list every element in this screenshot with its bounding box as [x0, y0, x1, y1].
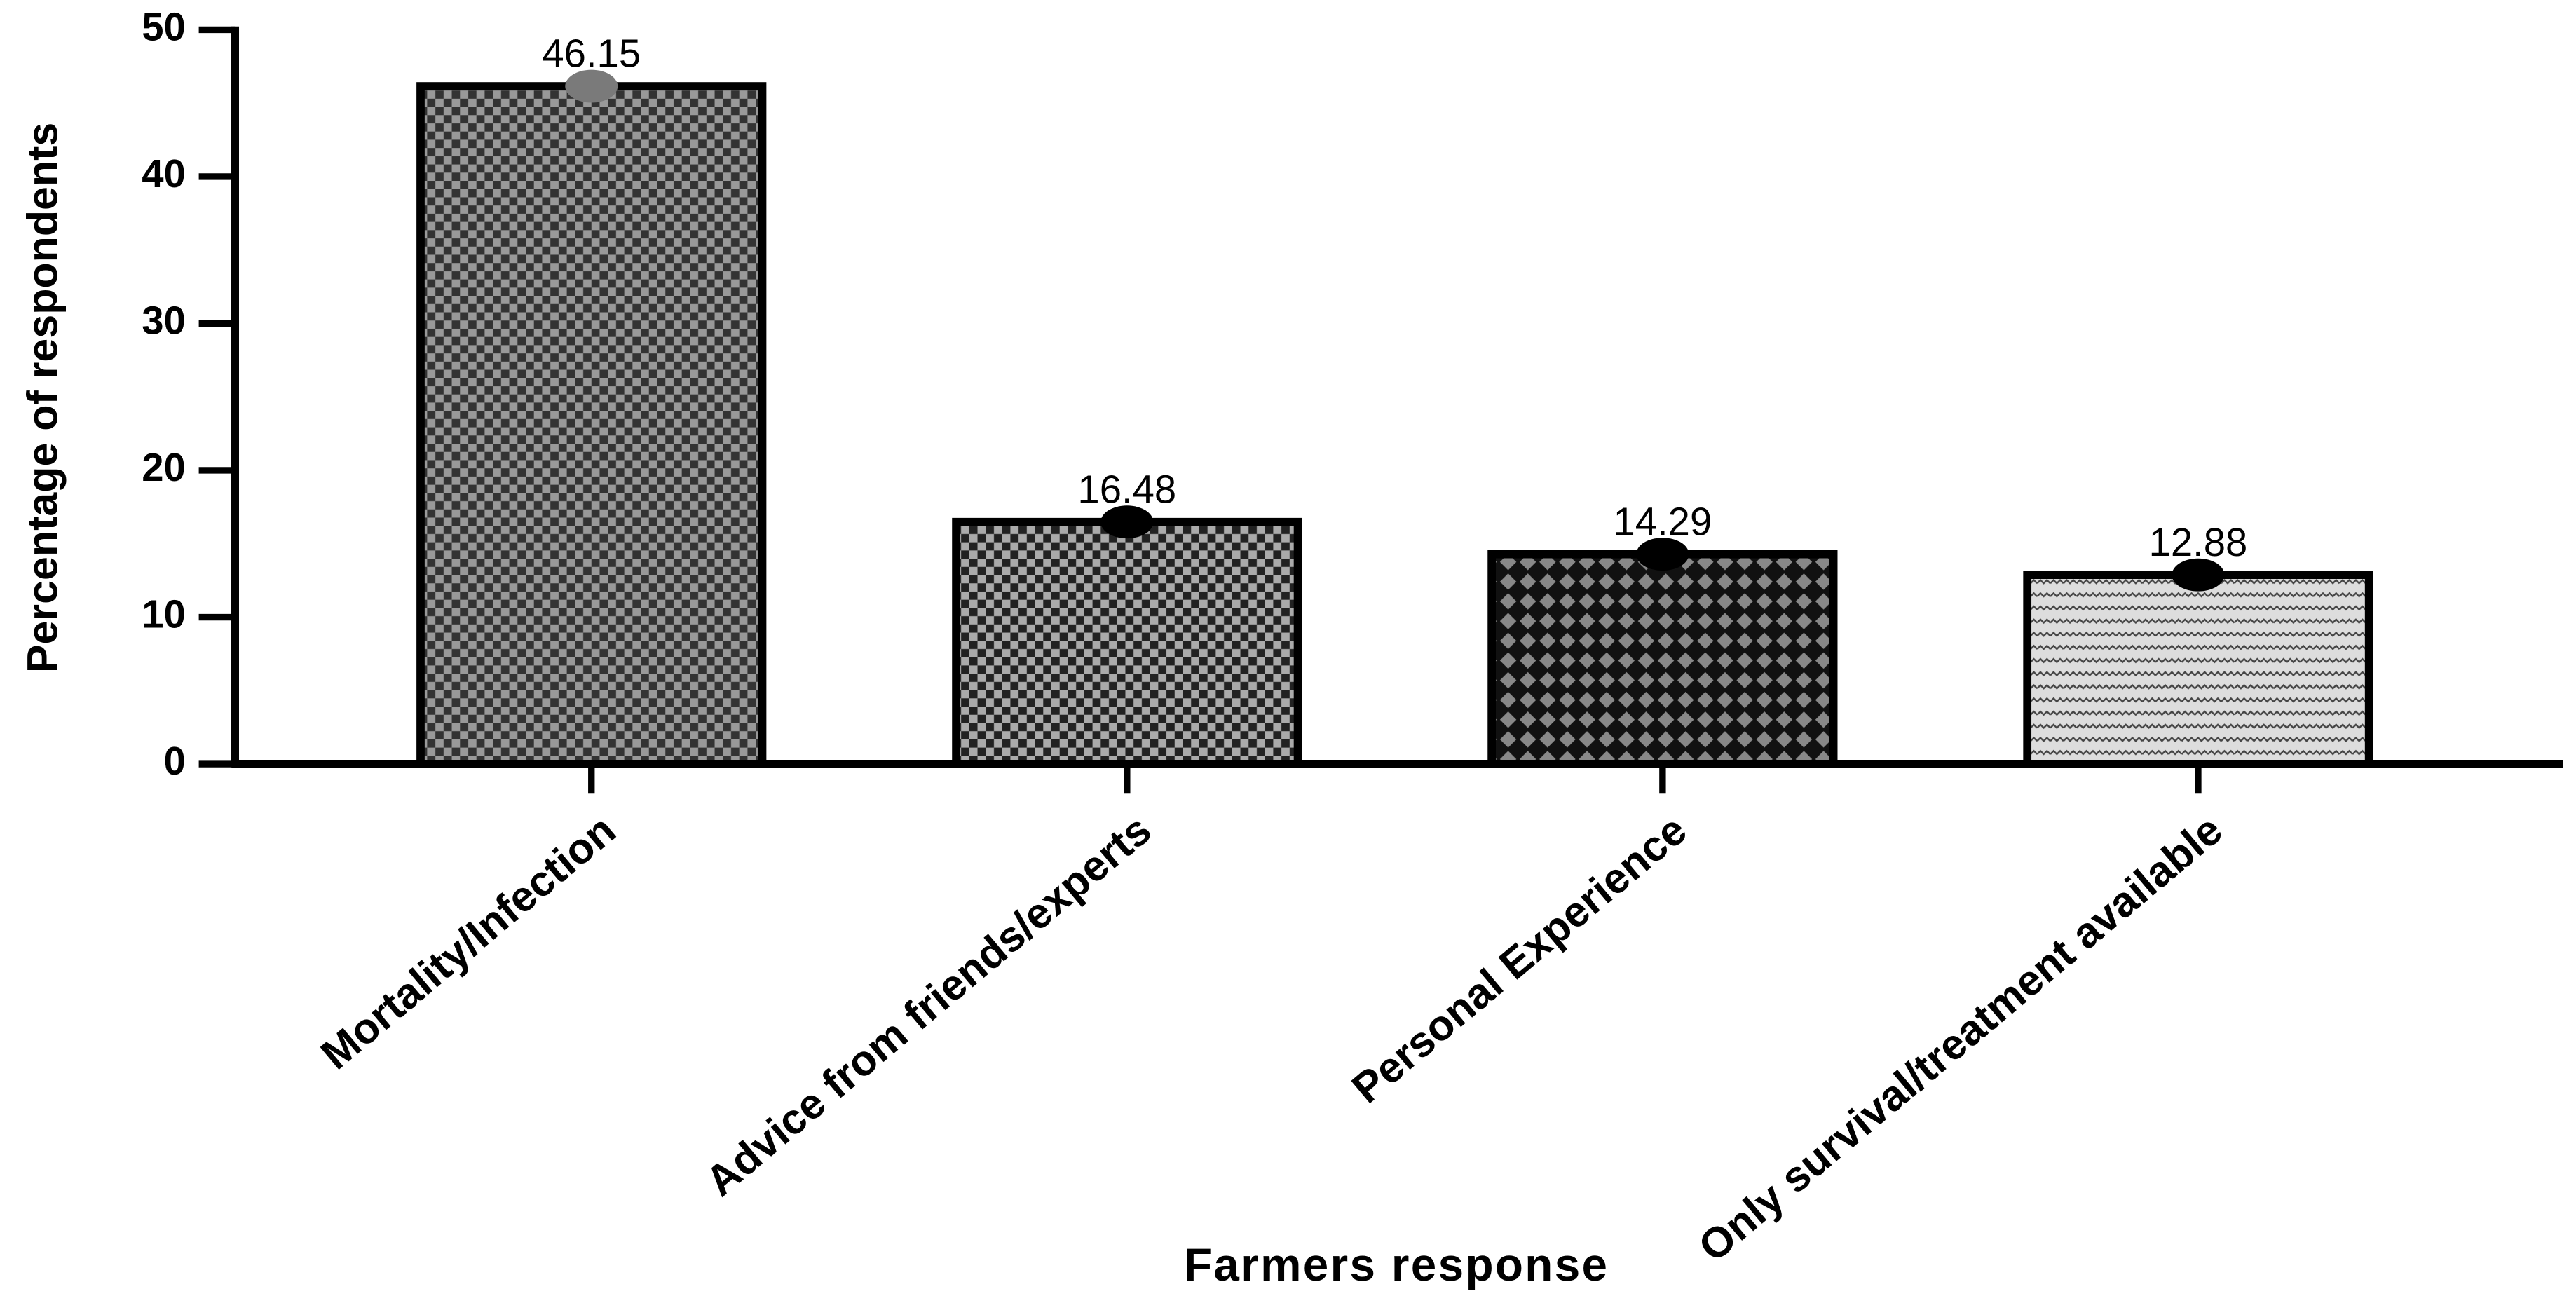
y-tick-label: 30 — [142, 298, 186, 342]
bar — [416, 82, 767, 768]
y-tick-label: 0 — [164, 739, 186, 783]
x-axis-label: Farmers response — [1184, 1239, 1609, 1290]
bar-marker — [1100, 505, 1154, 539]
bar-marker — [1636, 538, 1689, 571]
bar — [952, 517, 1302, 768]
y-tick-label: 10 — [142, 592, 186, 636]
bar — [1487, 550, 1838, 768]
bar — [2023, 571, 2373, 768]
data-label: 14.29 — [1613, 499, 1712, 543]
y-axis-label: Percentage of respondents — [19, 123, 67, 673]
x-tick-label: Advice from friends/experts — [697, 805, 1160, 1205]
data-label: 46.15 — [542, 32, 641, 76]
data-label: 12.88 — [2149, 520, 2248, 564]
y-tick-label: 50 — [142, 4, 186, 48]
data-label: 16.48 — [1077, 467, 1176, 511]
x-tick-label: Personal Experience — [1343, 805, 1696, 1112]
y-tick-label: 20 — [142, 445, 186, 489]
bar-marker — [2172, 558, 2225, 592]
y-tick-label: 40 — [142, 151, 186, 196]
x-tick-label: Only survival/treatment available — [1689, 805, 2231, 1271]
bar-marker — [565, 69, 618, 103]
x-tick-label: Mortality/Infection — [312, 805, 625, 1078]
